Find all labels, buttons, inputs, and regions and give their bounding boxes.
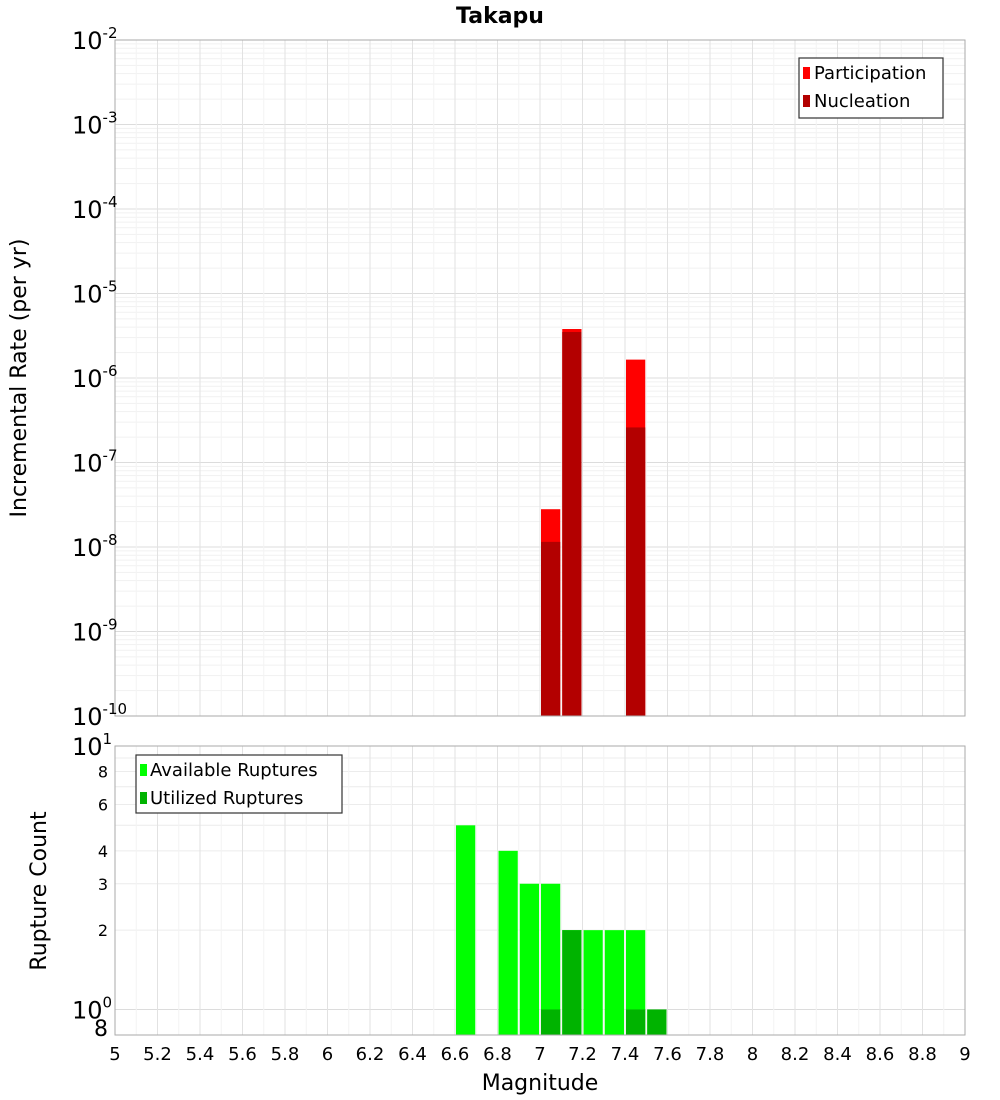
x-tick-label: 6.8 xyxy=(483,1044,512,1065)
y-tick-label: 100 xyxy=(72,993,112,1024)
bar-available-ruptures xyxy=(498,850,518,1035)
x-tick-label: 7.2 xyxy=(568,1044,597,1065)
x-tick-label: 6 xyxy=(322,1044,333,1065)
bar-available-ruptures xyxy=(519,883,539,1035)
top-legend: Participation Nucleation xyxy=(798,57,944,119)
y-tick-label: 10-9 xyxy=(72,616,118,647)
x-tick-label: 7.4 xyxy=(611,1044,640,1065)
y-tick-label: 10-7 xyxy=(72,447,118,478)
legend-label-available-ruptures: Available Ruptures xyxy=(150,760,318,781)
bar-utilized-ruptures xyxy=(562,930,582,1035)
y-tick-label: 10-5 xyxy=(72,278,118,309)
bar-available-ruptures xyxy=(456,825,476,1035)
top-panel-grid xyxy=(114,39,966,717)
legend-swatch-utilized-ruptures xyxy=(140,792,147,804)
y-tick-label: 10-4 xyxy=(72,193,118,224)
legend-swatch-participation xyxy=(803,67,810,79)
top-panel-bars xyxy=(541,329,646,716)
top-plot-frame xyxy=(114,39,966,717)
y-minor-tick-label: 4 xyxy=(98,842,108,861)
legend-label-utilized-ruptures: Utilized Ruptures xyxy=(150,788,303,809)
legend-label-participation: Participation xyxy=(814,63,926,84)
bottom-panel-bars xyxy=(456,825,667,1035)
x-tick-label: 5.6 xyxy=(228,1044,257,1065)
legend-swatch-nucleation xyxy=(803,95,810,107)
chart-title: Takapu xyxy=(456,4,544,29)
x-tick-label: 6.6 xyxy=(441,1044,470,1065)
x-tick-label: 8.2 xyxy=(781,1044,810,1065)
y-tick-label: 101 xyxy=(72,730,112,761)
x-tick-label: 7 xyxy=(534,1044,545,1065)
x-tick-label: 7.6 xyxy=(653,1044,682,1065)
top-y-tick-labels: 10-2 10-3 10-4 10-5 10-6 10-7 10-8 10-9 10-10 xyxy=(72,24,127,731)
bar-available-ruptures xyxy=(626,930,646,1035)
y-tick-label: 10-8 xyxy=(72,531,118,562)
x-tick-label: 5 xyxy=(109,1044,120,1065)
legend-swatch-available-ruptures xyxy=(140,764,147,776)
y-tick-label: 10-10 xyxy=(72,700,127,731)
y-minor-tick-label: 8 xyxy=(98,763,108,782)
bottom-panel-grid xyxy=(114,745,966,1035)
bar-nucleation xyxy=(626,427,646,716)
bar-nucleation xyxy=(562,332,582,716)
x-tick-label: 8.8 xyxy=(908,1044,937,1065)
bar-utilized-ruptures xyxy=(626,1009,646,1035)
top-y-axis-label: Incremental Rate (per yr) xyxy=(7,239,32,518)
y-tick-label: 10-2 xyxy=(72,24,118,55)
bar-utilized-ruptures xyxy=(541,1009,561,1035)
y-minor-tick-label: 6 xyxy=(98,795,108,814)
x-tick-label: 8.4 xyxy=(823,1044,852,1065)
bottom-legend: Available Ruptures Utilized Ruptures xyxy=(135,754,343,814)
bar-utilized-ruptures xyxy=(647,1009,667,1035)
y-minor-tick-label: 3 xyxy=(98,875,108,894)
bottom-plot-frame xyxy=(114,745,966,1036)
x-tick-label: 8 xyxy=(747,1044,758,1065)
x-tick-label: 5.4 xyxy=(186,1044,215,1065)
bottom-y-axis-label: Rupture Count xyxy=(27,811,52,971)
x-tick-label: 7.8 xyxy=(696,1044,725,1065)
bottom-legend-box xyxy=(135,754,343,814)
bar-available-ruptures xyxy=(604,930,624,1035)
bar-available-ruptures xyxy=(541,883,561,1035)
x-tick-label: 6.4 xyxy=(398,1044,427,1065)
legend-label-nucleation: Nucleation xyxy=(814,91,910,112)
top-legend-box xyxy=(798,57,944,119)
x-axis-label: Magnitude xyxy=(482,1071,599,1096)
bar-nucleation xyxy=(541,541,561,716)
y-tick-label: 10-6 xyxy=(72,362,118,393)
bar-available-ruptures xyxy=(583,930,603,1035)
x-tick-label: 5.2 xyxy=(143,1044,172,1065)
y-minor-tick-label: 2 xyxy=(98,921,108,940)
x-tick-labels: 5 5.2 5.4 5.6 5.8 6 6.2 6.4 6.6 6.8 7 7.2 7.4 7.6 7.8 8… xyxy=(109,1044,970,1065)
y-tick-label: 10-3 xyxy=(72,109,118,140)
x-tick-label: 6.2 xyxy=(356,1044,385,1065)
x-tick-label: 5.8 xyxy=(271,1044,300,1065)
y-minor-tick-label: 8 xyxy=(94,1017,108,1042)
x-tick-label: 9 xyxy=(959,1044,970,1065)
x-tick-label: 8.6 xyxy=(866,1044,895,1065)
